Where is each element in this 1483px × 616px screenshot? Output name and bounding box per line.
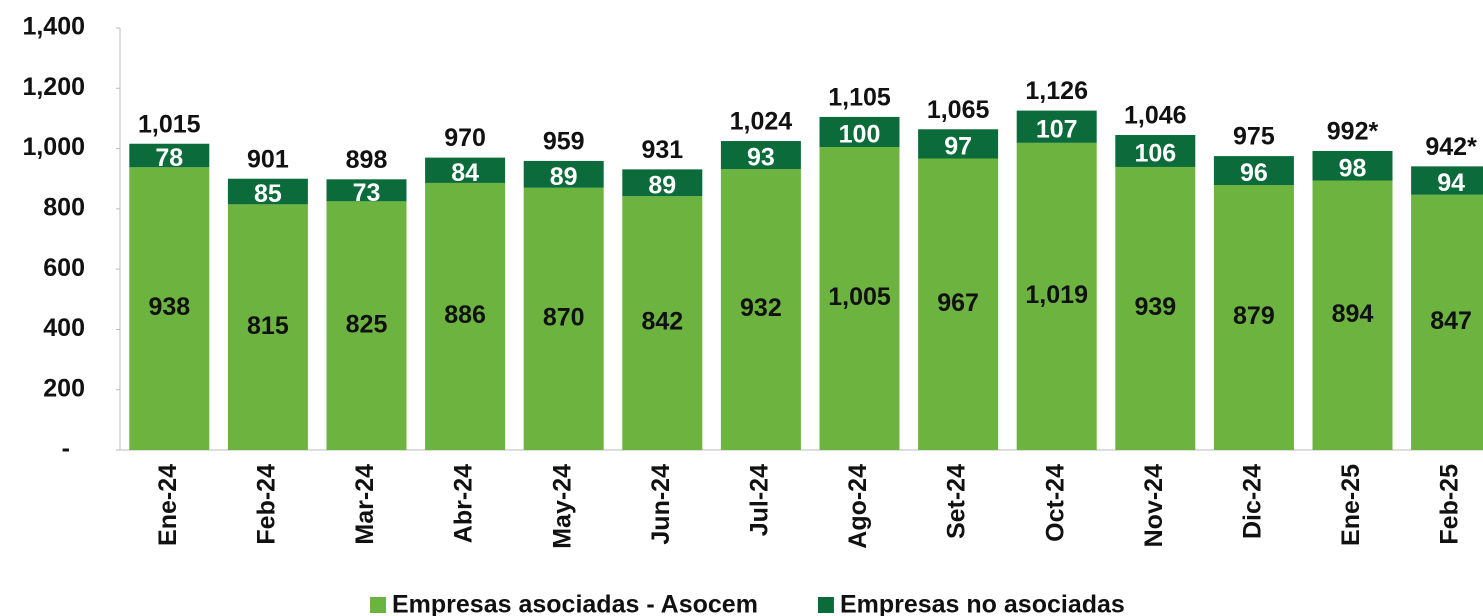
y-tick-label: 1,000 xyxy=(22,133,85,161)
bar-segment xyxy=(523,160,604,188)
value-label: 93 xyxy=(747,144,775,172)
bar-segment xyxy=(819,147,900,451)
bar-segment xyxy=(1016,142,1097,450)
y-tick-label: 200 xyxy=(43,374,85,402)
total-label: 959 xyxy=(543,128,585,156)
x-tick-label: Oct-24 xyxy=(1041,464,1069,542)
x-tick-label: Ago-24 xyxy=(844,464,872,549)
value-label: 106 xyxy=(1134,140,1176,168)
bar-segment xyxy=(425,157,506,183)
bar-segment xyxy=(1115,135,1196,167)
bar-segment xyxy=(1312,180,1393,450)
legend-swatch xyxy=(370,597,386,613)
bar-segment xyxy=(523,187,604,450)
bar-segment xyxy=(1411,166,1483,195)
bar-segment xyxy=(720,141,801,170)
value-label: 107 xyxy=(1036,115,1078,143)
total-label: 1,105 xyxy=(828,84,891,112)
x-tick-label: Nov-24 xyxy=(1140,464,1168,547)
total-label: 931 xyxy=(641,136,683,164)
total-label: 1,046 xyxy=(1124,102,1187,130)
legend-swatch xyxy=(817,597,834,613)
value-label: 100 xyxy=(839,121,881,149)
value-label: 84 xyxy=(451,159,479,187)
x-tick-label: Ene-24 xyxy=(154,464,182,546)
x-tick-label: Jun-24 xyxy=(647,464,675,545)
bar-segment xyxy=(1115,166,1196,451)
bar-segment xyxy=(227,204,308,450)
x-tick-label: Jul-24 xyxy=(746,464,774,536)
bar-segment xyxy=(1213,185,1294,450)
value-label: 85 xyxy=(254,180,282,208)
bar-segment xyxy=(622,169,703,197)
value-label: 967 xyxy=(937,289,979,317)
x-tick-label: Set-24 xyxy=(943,464,971,539)
value-label: 842 xyxy=(641,308,683,336)
y-tick-label: 1,200 xyxy=(22,73,85,101)
value-label: 98 xyxy=(1339,154,1367,182)
value-label: 89 xyxy=(550,163,578,191)
bar-segment xyxy=(622,196,703,450)
x-tick-label: Mar-24 xyxy=(351,464,379,545)
bar-segment xyxy=(720,169,801,450)
value-label: 939 xyxy=(1134,293,1176,321)
value-label: 815 xyxy=(247,312,289,340)
bar-segment xyxy=(129,143,210,168)
total-label: 1,126 xyxy=(1025,77,1088,105)
value-label: 78 xyxy=(155,144,183,172)
bar-segment xyxy=(1213,156,1294,186)
bar-segment xyxy=(227,178,308,205)
value-label: 97 xyxy=(944,133,972,161)
value-label: 932 xyxy=(740,294,782,322)
bar-segment xyxy=(918,158,999,451)
value-label: 879 xyxy=(1233,302,1275,330)
legend-label: Empresas asociadas - Asocem xyxy=(392,591,758,616)
value-label: 825 xyxy=(346,310,388,338)
bar-segment xyxy=(1312,150,1393,181)
bar-segment xyxy=(326,201,407,450)
value-label: 94 xyxy=(1437,169,1465,197)
bar-segment xyxy=(425,182,506,451)
value-label: 96 xyxy=(1240,159,1268,187)
x-tick-label: May-24 xyxy=(548,464,576,549)
value-label: 938 xyxy=(148,293,190,321)
bar-segment xyxy=(326,179,407,202)
value-label: 886 xyxy=(444,301,486,329)
total-label: 970 xyxy=(444,124,486,152)
y-tick-label: 600 xyxy=(43,254,85,282)
value-label: 894 xyxy=(1332,300,1374,328)
total-label: 1,024 xyxy=(730,108,793,136)
value-label: 847 xyxy=(1430,307,1472,335)
x-tick-label: Feb-25 xyxy=(1436,464,1464,545)
y-tick-label: 400 xyxy=(43,314,85,342)
total-label: 975 xyxy=(1233,123,1275,151)
bar-segment xyxy=(1411,194,1483,450)
total-label: 1,015 xyxy=(138,110,201,138)
total-label: 898 xyxy=(346,146,388,174)
x-tick-label: Abr-24 xyxy=(450,464,478,543)
value-label: 1,019 xyxy=(1025,281,1088,309)
x-tick-label: Feb-24 xyxy=(253,464,281,545)
bar-segment xyxy=(129,167,210,450)
x-tick-label: Ene-25 xyxy=(1337,464,1365,546)
total-label: 901 xyxy=(247,145,289,173)
total-label: 992* xyxy=(1327,118,1379,146)
total-label: 942* xyxy=(1425,133,1477,161)
total-label: 1,065 xyxy=(927,96,990,124)
legend-label: Empresas no asociadas xyxy=(840,591,1125,616)
value-label: 73 xyxy=(353,179,381,207)
bar-segment xyxy=(819,116,900,148)
value-label: 870 xyxy=(543,303,585,331)
value-label: 1,005 xyxy=(828,283,891,311)
y-tick-label: 800 xyxy=(43,193,85,221)
y-tick-label: 1,400 xyxy=(22,13,85,41)
bar-segment xyxy=(1016,110,1097,143)
bar-segment xyxy=(918,129,999,159)
y-tick-label: - xyxy=(62,435,70,463)
x-tick-label: Dic-24 xyxy=(1239,464,1267,539)
value-label: 89 xyxy=(648,171,676,199)
